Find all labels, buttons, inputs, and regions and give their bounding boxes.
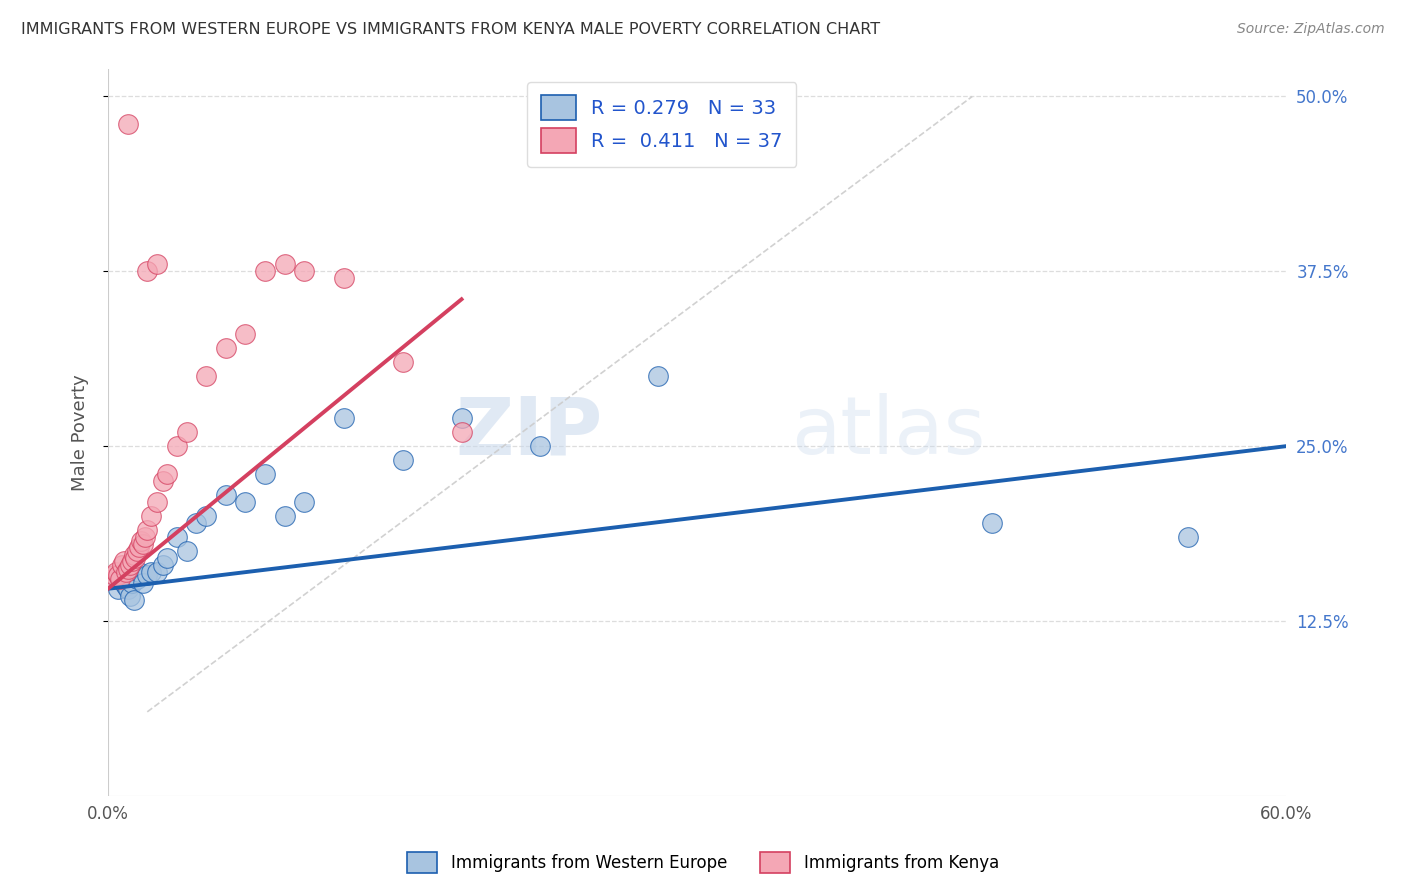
Point bbox=[122, 593, 145, 607]
Point bbox=[117, 562, 139, 576]
Point bbox=[166, 530, 188, 544]
Point bbox=[195, 509, 218, 524]
Point bbox=[124, 551, 146, 566]
Point bbox=[107, 582, 129, 596]
Point bbox=[118, 558, 141, 572]
Point bbox=[128, 565, 150, 579]
Legend: R = 0.279   N = 33, R =  0.411   N = 37: R = 0.279 N = 33, R = 0.411 N = 37 bbox=[527, 82, 796, 167]
Point bbox=[391, 453, 413, 467]
Text: atlas: atlas bbox=[792, 393, 986, 471]
Point bbox=[118, 589, 141, 603]
Point bbox=[127, 572, 149, 586]
Point bbox=[128, 540, 150, 554]
Point bbox=[332, 271, 354, 285]
Point bbox=[141, 565, 163, 579]
Point bbox=[141, 509, 163, 524]
Point bbox=[980, 516, 1002, 530]
Point bbox=[176, 425, 198, 439]
Text: ZIP: ZIP bbox=[456, 393, 603, 471]
Point bbox=[134, 530, 156, 544]
Point bbox=[235, 327, 257, 342]
Point bbox=[117, 118, 139, 132]
Point bbox=[111, 572, 134, 586]
Point bbox=[121, 576, 143, 591]
Point bbox=[156, 467, 179, 481]
Point bbox=[114, 565, 136, 579]
Y-axis label: Male Poverty: Male Poverty bbox=[72, 374, 89, 491]
Point bbox=[235, 495, 257, 509]
Point bbox=[156, 551, 179, 566]
Point bbox=[1177, 530, 1199, 544]
Point bbox=[186, 516, 208, 530]
Point bbox=[254, 467, 277, 481]
Point bbox=[132, 537, 155, 551]
Point bbox=[136, 567, 159, 582]
Point bbox=[101, 572, 124, 586]
Text: IMMIGRANTS FROM WESTERN EUROPE VS IMMIGRANTS FROM KENYA MALE POVERTY CORRELATION: IMMIGRANTS FROM WESTERN EUROPE VS IMMIGR… bbox=[21, 22, 880, 37]
Point bbox=[103, 567, 125, 582]
Point bbox=[131, 534, 153, 549]
Point bbox=[152, 474, 174, 488]
Text: Source: ZipAtlas.com: Source: ZipAtlas.com bbox=[1237, 22, 1385, 37]
Point bbox=[215, 488, 238, 502]
Point bbox=[146, 257, 169, 271]
Legend: Immigrants from Western Europe, Immigrants from Kenya: Immigrants from Western Europe, Immigran… bbox=[401, 846, 1005, 880]
Point bbox=[127, 544, 149, 558]
Point bbox=[136, 264, 159, 278]
Point bbox=[166, 439, 188, 453]
Point bbox=[107, 567, 129, 582]
Point bbox=[294, 495, 316, 509]
Point bbox=[152, 558, 174, 572]
Point bbox=[108, 572, 131, 586]
Point bbox=[294, 264, 316, 278]
Point bbox=[391, 355, 413, 369]
Point bbox=[254, 264, 277, 278]
Point bbox=[146, 565, 169, 579]
Point bbox=[274, 257, 297, 271]
Point bbox=[104, 565, 127, 579]
Point bbox=[103, 572, 125, 586]
Point bbox=[112, 576, 135, 591]
Point bbox=[176, 544, 198, 558]
Point bbox=[450, 425, 472, 439]
Point bbox=[136, 523, 159, 537]
Point bbox=[529, 439, 551, 453]
Point bbox=[122, 548, 145, 562]
Point bbox=[450, 411, 472, 425]
Point bbox=[647, 369, 669, 384]
Point bbox=[121, 554, 143, 568]
Point bbox=[111, 558, 134, 572]
Point bbox=[274, 509, 297, 524]
Point bbox=[132, 576, 155, 591]
Point bbox=[146, 495, 169, 509]
Point bbox=[195, 369, 218, 384]
Point bbox=[114, 579, 136, 593]
Point bbox=[215, 341, 238, 355]
Point bbox=[117, 582, 139, 596]
Point bbox=[112, 554, 135, 568]
Point bbox=[332, 411, 354, 425]
